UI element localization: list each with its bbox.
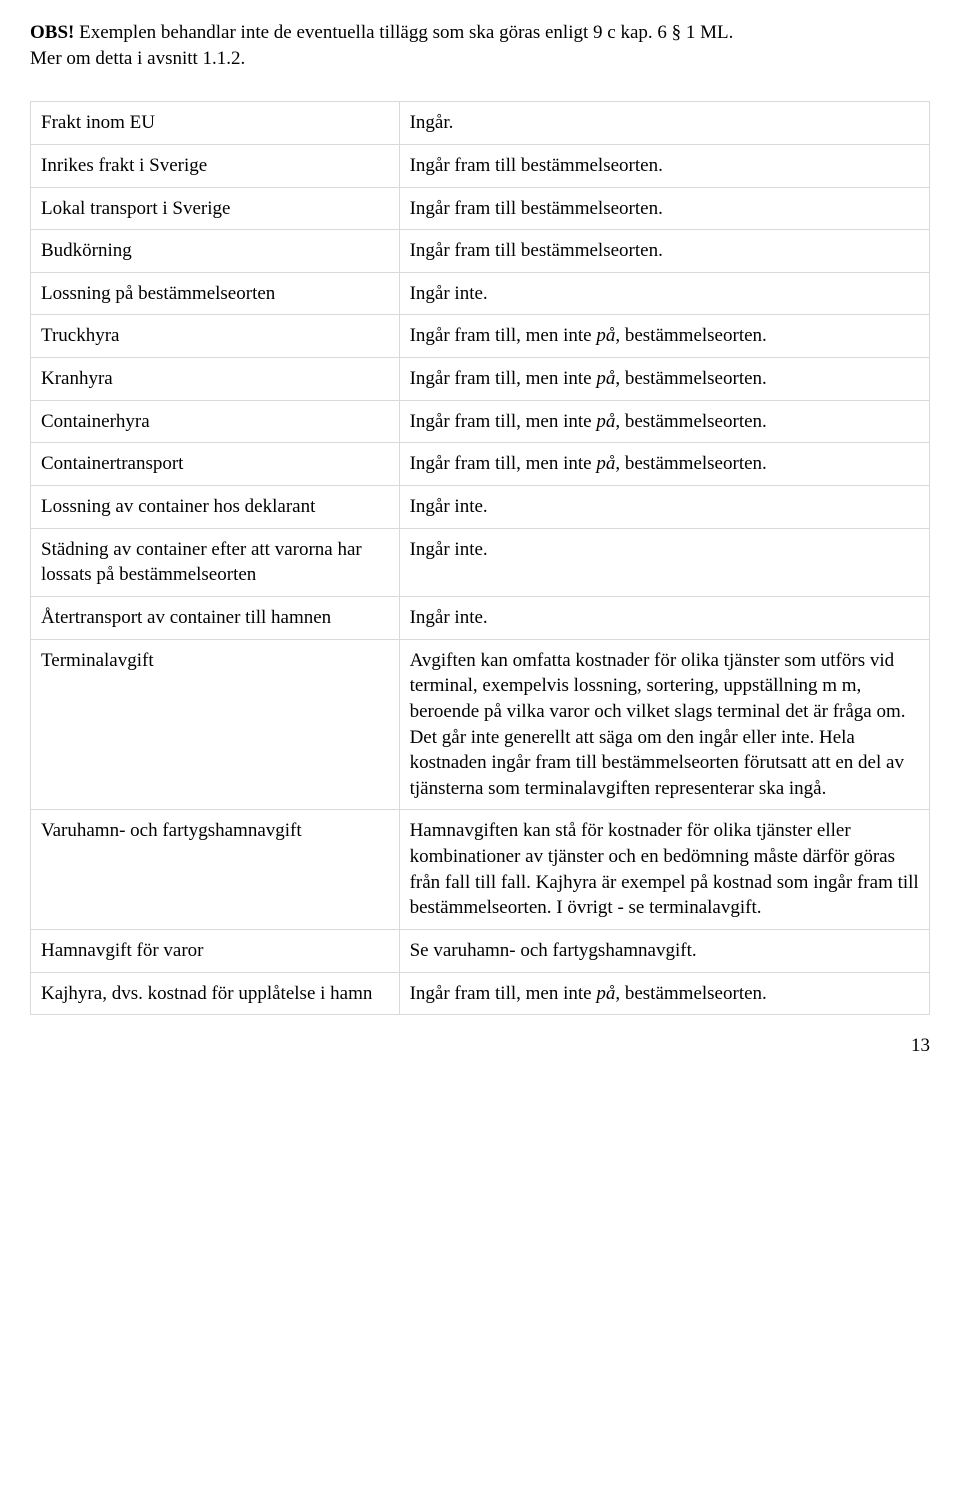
row-value: Hamnavgiften kan stå för kostnader för o… (399, 810, 929, 930)
row-value: Ingår inte. (399, 528, 929, 596)
row-value-emph: på (596, 411, 615, 432)
row-value: Ingår fram till, men inte på, bestämmels… (399, 400, 929, 443)
row-value: Ingår inte. (399, 486, 929, 529)
table-row: Kajhyra, dvs. kostnad för upplåtelse i h… (31, 972, 930, 1015)
row-label: Hamnavgift för varor (31, 930, 400, 973)
row-value-emph: på (596, 983, 615, 1004)
row-label: Containerhyra (31, 400, 400, 443)
row-value-post: , bestämmelseorten. (615, 453, 766, 474)
row-label: Kranhyra (31, 358, 400, 401)
table-row: TruckhyraIngår fram till, men inte på, b… (31, 315, 930, 358)
row-value-emph: på (596, 368, 615, 389)
row-value: Ingår fram till, men inte på, bestämmels… (399, 972, 929, 1015)
table-row: Lossning på bestämmelseortenIngår inte. (31, 272, 930, 315)
row-value-pre: Ingår fram till, men inte (410, 453, 597, 474)
row-value: Ingår fram till, men inte på, bestämmels… (399, 443, 929, 486)
row-value-pre: Ingår fram till, men inte (410, 411, 597, 432)
row-value: Ingår inte. (399, 272, 929, 315)
row-value-pre: Ingår fram till, men inte (410, 325, 597, 346)
row-label: Återtransport av container till hamnen (31, 596, 400, 639)
row-value: Ingår. (399, 102, 929, 145)
table-row: ContainertransportIngår fram till, men i… (31, 443, 930, 486)
table-row: KranhyraIngår fram till, men inte på, be… (31, 358, 930, 401)
table-row: Lokal transport i SverigeIngår fram till… (31, 187, 930, 230)
row-value: Ingår inte. (399, 596, 929, 639)
table-row: Lossning av container hos deklarantIngår… (31, 486, 930, 529)
table-row: Varuhamn- och fartygshamnavgiftHamnavgif… (31, 810, 930, 930)
row-value-post: , bestämmelseorten. (615, 983, 766, 1004)
row-value-post: , bestämmelseorten. (615, 411, 766, 432)
page-number: 13 (30, 1033, 930, 1059)
row-label: Terminalavgift (31, 639, 400, 810)
row-value-pre: Ingår fram till, men inte (410, 368, 597, 389)
cost-table: Frakt inom EUIngår.Inrikes frakt i Sveri… (30, 101, 930, 1015)
notice-line2: Mer om detta i avsnitt 1.1.2. (30, 48, 245, 69)
table-row: ContainerhyraIngår fram till, men inte p… (31, 400, 930, 443)
table-row: Inrikes frakt i SverigeIngår fram till b… (31, 144, 930, 187)
notice-line1-rest: Exemplen behandlar inte de eventuella ti… (74, 22, 733, 43)
row-value: Ingår fram till, men inte på, bestämmels… (399, 315, 929, 358)
row-label: Frakt inom EU (31, 102, 400, 145)
row-value-pre: Ingår fram till, men inte (410, 983, 597, 1004)
table-row: TerminalavgiftAvgiften kan omfatta kostn… (31, 639, 930, 810)
row-value: Ingår fram till bestämmelseorten. (399, 187, 929, 230)
row-label: Städning av container efter att varorna … (31, 528, 400, 596)
notice-block: OBS! Exemplen behandlar inte de eventuel… (30, 20, 930, 71)
row-value: Se varuhamn- och fartygshamnavgift. (399, 930, 929, 973)
row-value: Ingår fram till, men inte på, bestämmels… (399, 358, 929, 401)
row-label: Inrikes frakt i Sverige (31, 144, 400, 187)
row-value-emph: på (596, 453, 615, 474)
row-label: Budkörning (31, 230, 400, 273)
row-value-emph: på (596, 325, 615, 346)
row-value-post: , bestämmelseorten. (615, 325, 766, 346)
row-value: Ingår fram till bestämmelseorten. (399, 230, 929, 273)
row-label: Lossning på bestämmelseorten (31, 272, 400, 315)
row-label: Lokal transport i Sverige (31, 187, 400, 230)
row-value: Ingår fram till bestämmelseorten. (399, 144, 929, 187)
table-row: Städning av container efter att varorna … (31, 528, 930, 596)
row-label: Lossning av container hos deklarant (31, 486, 400, 529)
row-value: Avgiften kan omfatta kostnader för olika… (399, 639, 929, 810)
table-row: Återtransport av container till hamnenIn… (31, 596, 930, 639)
table-row: Hamnavgift för varorSe varuhamn- och far… (31, 930, 930, 973)
row-label: Kajhyra, dvs. kostnad för upplåtelse i h… (31, 972, 400, 1015)
table-row: Frakt inom EUIngår. (31, 102, 930, 145)
row-value-post: , bestämmelseorten. (615, 368, 766, 389)
row-label: Varuhamn- och fartygshamnavgift (31, 810, 400, 930)
notice-bold: OBS! (30, 22, 74, 43)
row-label: Containertransport (31, 443, 400, 486)
table-row: BudkörningIngår fram till bestämmelseort… (31, 230, 930, 273)
row-label: Truckhyra (31, 315, 400, 358)
